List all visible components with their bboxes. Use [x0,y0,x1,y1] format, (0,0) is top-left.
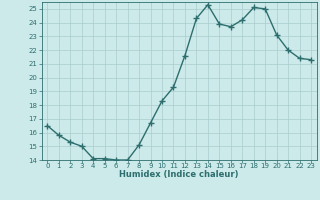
X-axis label: Humidex (Indice chaleur): Humidex (Indice chaleur) [119,170,239,179]
